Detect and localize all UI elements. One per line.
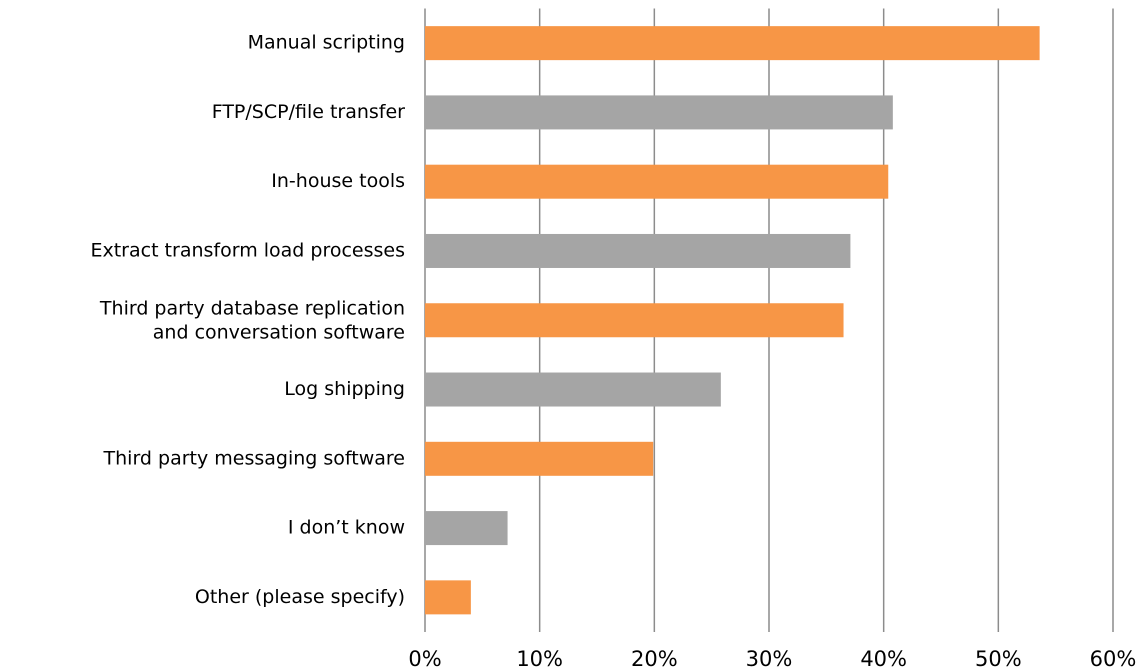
y-tick-label: Manual scripting bbox=[248, 32, 405, 54]
bar bbox=[425, 511, 508, 546]
x-tick-label: 60% bbox=[1090, 647, 1137, 671]
y-tick-label: Other (please specify) bbox=[195, 586, 405, 608]
x-tick-label: 50% bbox=[975, 647, 1022, 671]
x-tick-label: 0% bbox=[408, 647, 441, 671]
x-tick-label: 20% bbox=[631, 647, 678, 671]
y-tick-label: Extract transform load processes bbox=[90, 239, 405, 261]
bar bbox=[425, 95, 893, 130]
bar bbox=[425, 303, 844, 338]
x-tick-label: 40% bbox=[860, 647, 907, 671]
y-tick-label: In-house tools bbox=[271, 170, 405, 192]
y-tick-label: Third party database replication and conv… bbox=[99, 297, 405, 343]
x-tick-label: 30% bbox=[746, 647, 793, 671]
bar bbox=[425, 372, 721, 407]
y-tick-label: Log shipping bbox=[284, 378, 405, 400]
bar bbox=[425, 164, 889, 199]
bar bbox=[425, 441, 654, 476]
bar bbox=[425, 233, 851, 268]
bar bbox=[425, 26, 1040, 61]
bar bbox=[425, 580, 471, 615]
x-tick-label: 10% bbox=[516, 647, 563, 671]
y-tick-label: FTP/SCP/file transfer bbox=[212, 101, 405, 123]
y-tick-label: Third party messaging software bbox=[103, 447, 405, 469]
y-tick-label: I don’t know bbox=[288, 517, 405, 539]
